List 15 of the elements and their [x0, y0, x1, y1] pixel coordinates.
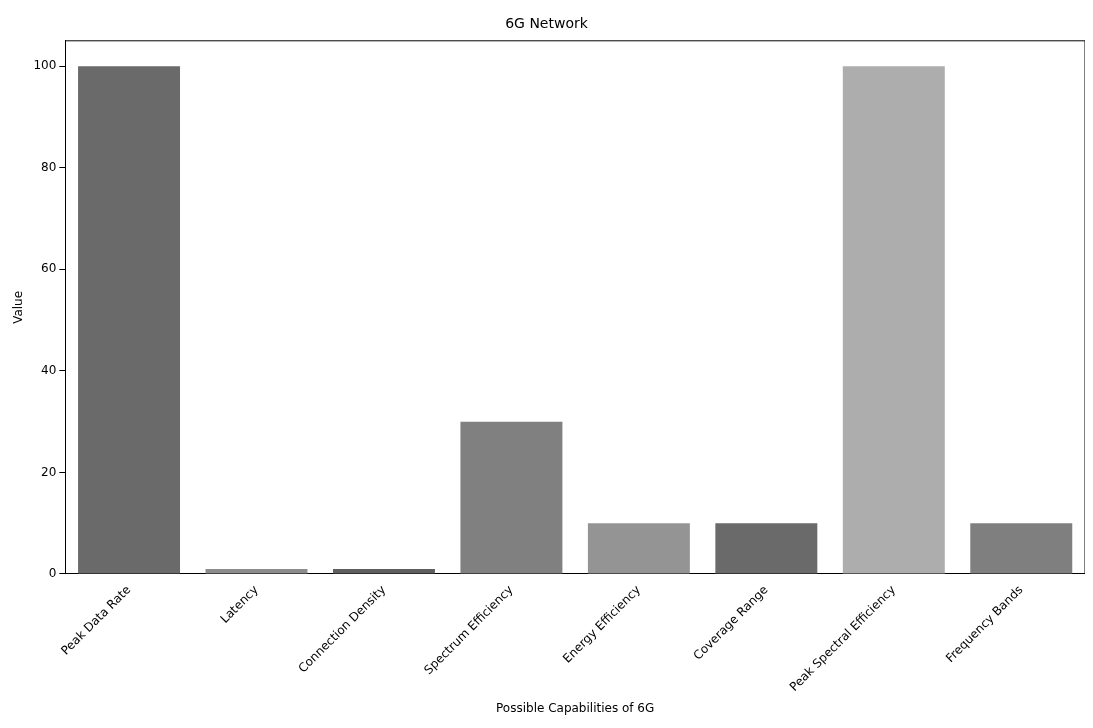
- y-tick-label: 80: [41, 159, 57, 174]
- bar: [587, 523, 690, 574]
- bar: [842, 66, 945, 574]
- y-axis-title: Value: [11, 290, 26, 324]
- bar: [715, 523, 818, 574]
- y-tick-label: 40: [41, 362, 57, 377]
- bar: [78, 66, 181, 574]
- y-tick-label: 100: [33, 58, 57, 73]
- bar: [460, 421, 563, 574]
- bar: [970, 523, 1073, 574]
- y-tick-label: 60: [41, 261, 57, 276]
- x-axis-title: Possible Capabilities of 6G: [496, 700, 655, 715]
- chart-title: 6G Network: [505, 15, 589, 32]
- y-tick-label: 0: [48, 566, 57, 581]
- y-tick-label: 20: [41, 464, 57, 479]
